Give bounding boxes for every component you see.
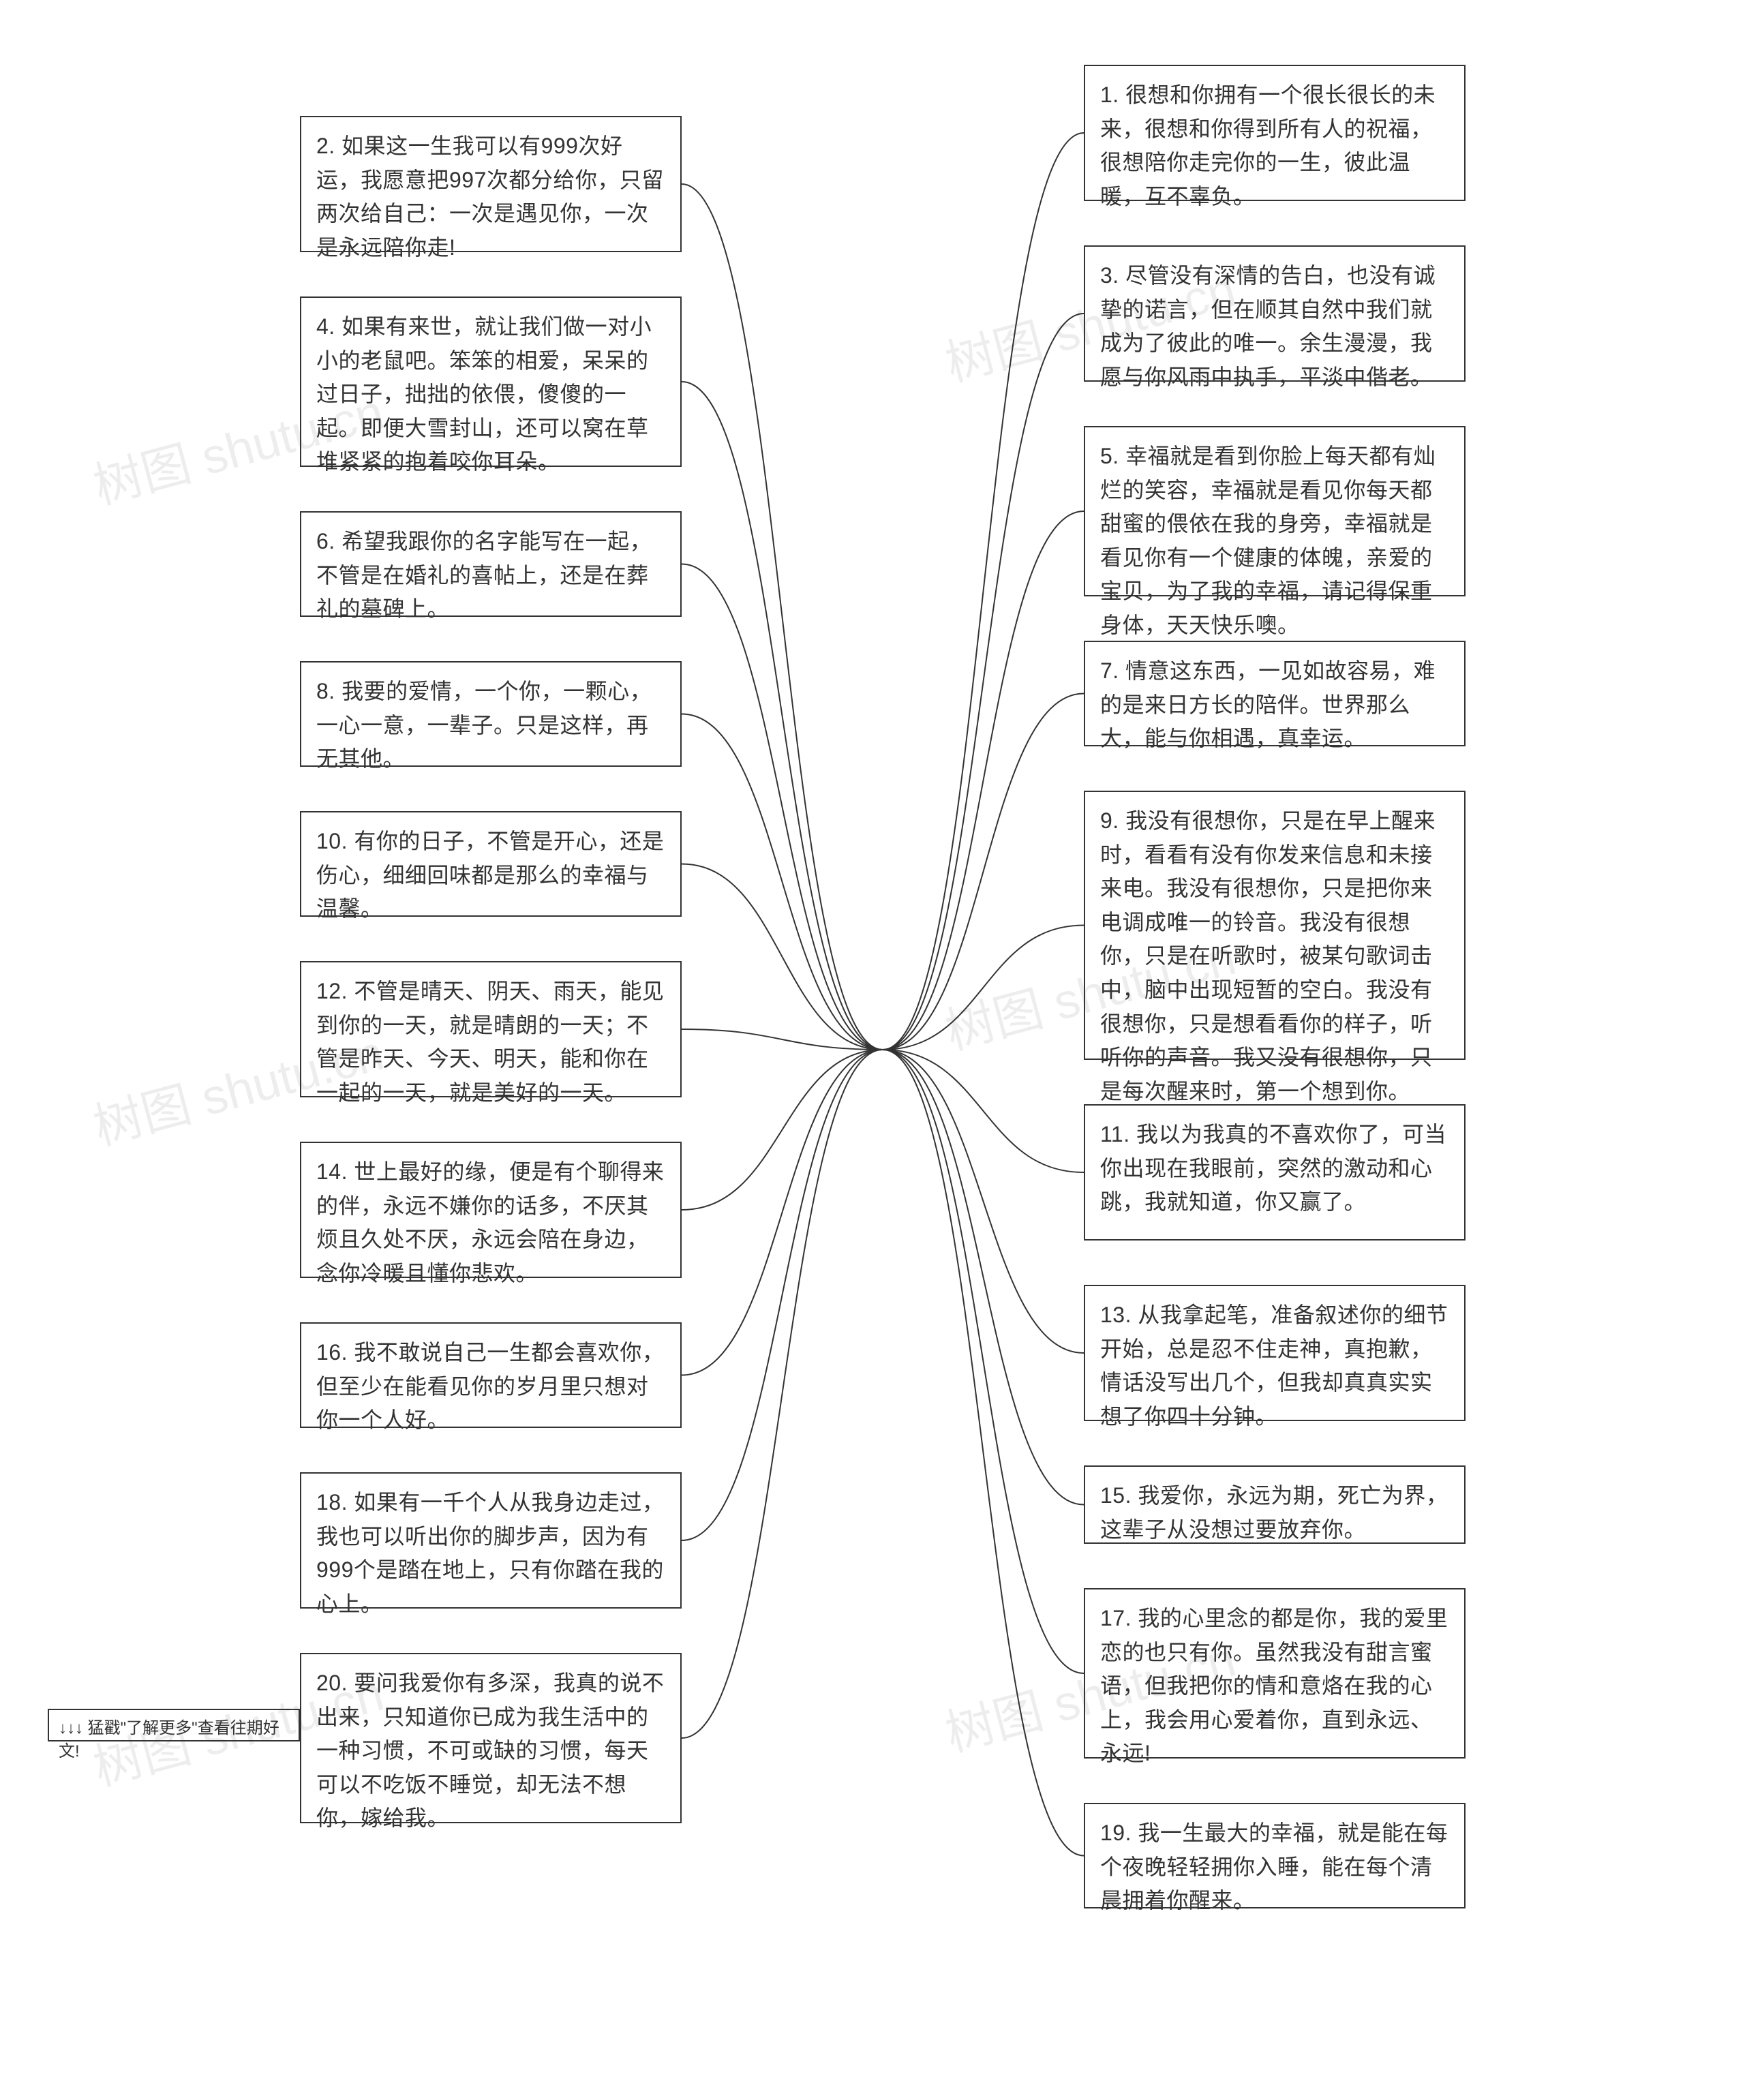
node-n2: 2. 如果这一生我可以有999次好运，我愿意把997次都分给你，只留两次给自己：… [300, 116, 682, 252]
node-n12: 12. 不管是晴天、阴天、雨天，能见到你的一天，就是晴朗的一天；不管是昨天、今天… [300, 961, 682, 1097]
node-n7: 7. 情意这东西，一见如故容易，难的是来日方长的陪伴。世界那么大，能与你相遇，真… [1084, 641, 1466, 746]
node-n13: 13. 从我拿起笔，准备叙述你的细节开始，总是忍不住走神，真抱歉，情话没写出几个… [1084, 1285, 1466, 1421]
node-n10: 10. 有你的日子，不管是开心，还是伤心，细细回味都是那么的幸福与温馨。 [300, 811, 682, 917]
node-n3: 3. 尽管没有深情的告白，也没有诚挚的诺言，但在顺其自然中我们就成为了彼此的唯一… [1084, 245, 1466, 382]
node-n4: 4. 如果有来世，就让我们做一对小小的老鼠吧。笨笨的相爱，呆呆的过日子，拙拙的依… [300, 296, 682, 467]
node-n8: 8. 我要的爱情，一个你，一颗心，一心一意，一辈子。只是这样，再无其他。 [300, 661, 682, 767]
node-n14: 14. 世上最好的缘，便是有个聊得来的伴，永远不嫌你的话多，不厌其烦且久处不厌，… [300, 1142, 682, 1278]
node-n16: 16. 我不敢说自己一生都会喜欢你，但至少在能看见你的岁月里只想对你一个人好。 [300, 1322, 682, 1428]
mindmap-canvas: 树图 shutu.cn树图 shutu.cn树图 shutu.cn树图 shut… [0, 0, 1745, 2100]
node-n11: 11. 我以为我真的不喜欢你了，可当你出现在我眼前，突然的激动和心跳，我就知道，… [1084, 1104, 1466, 1241]
node-n6: 6. 希望我跟你的名字能写在一起，不管是在婚礼的喜帖上，还是在葬礼的墓碑上。 [300, 511, 682, 617]
node-n9: 9. 我没有很想你，只是在早上醒来时，看看有没有你发来信息和未接来电。我没有很想… [1084, 791, 1466, 1060]
node-n19: 19. 我一生最大的幸福，就是能在每个夜晚轻轻拥你入睡，能在每个清晨拥着你醒来。 [1084, 1803, 1466, 1908]
node-n1: 1. 很想和你拥有一个很长很长的未来，很想和你得到所有人的祝福，很想陪你走完你的… [1084, 65, 1466, 201]
node-n20: 20. 要问我爱你有多深，我真的说不出来，只知道你已成为我生活中的一种习惯，不可… [300, 1653, 682, 1823]
footer-note: ↓↓↓ 猛戳"了解更多"查看往期好文! [48, 1709, 300, 1741]
node-n17: 17. 我的心里念的都是你，我的爱里恋的也只有你。虽然我没有甜言蜜语，但我把你的… [1084, 1588, 1466, 1759]
node-n15: 15. 我爱你，永远为期，死亡为界，这辈子从没想过要放弃你。 [1084, 1465, 1466, 1544]
node-n18: 18. 如果有一千个人从我身边走过，我也可以听出你的脚步声，因为有999个是踏在… [300, 1472, 682, 1609]
node-n5: 5. 幸福就是看到你脸上每天都有灿烂的笑容，幸福就是看见你每天都甜蜜的偎依在我的… [1084, 426, 1466, 596]
connector-layer [0, 0, 1745, 2100]
